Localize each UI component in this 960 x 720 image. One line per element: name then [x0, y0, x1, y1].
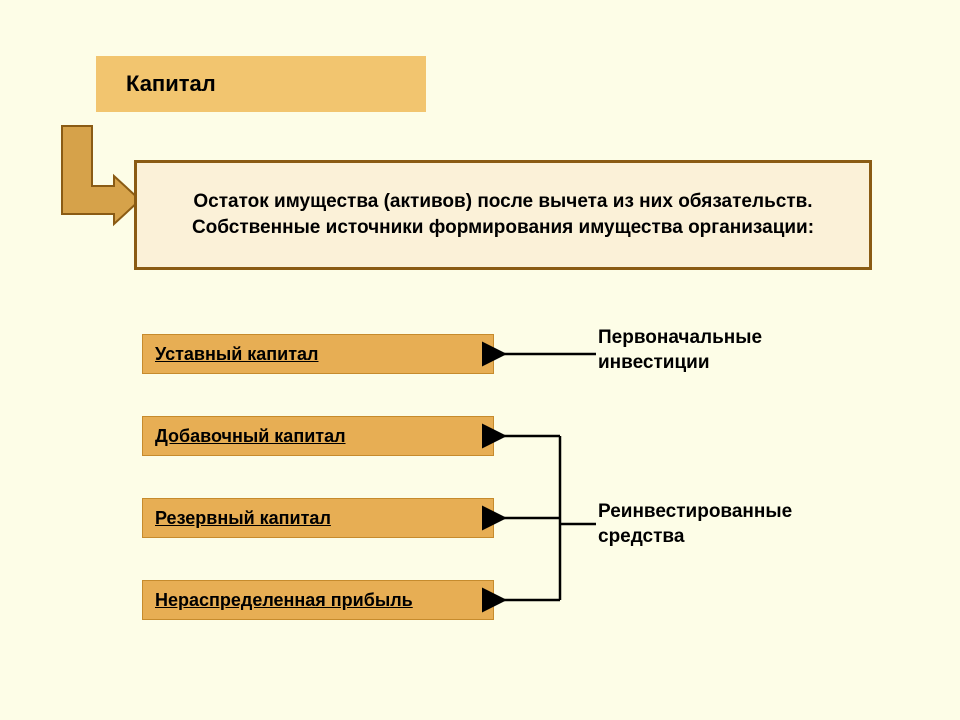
item-neraspredelennaya: Нераспределенная прибыль	[142, 580, 494, 620]
item-label: Добавочный капитал	[155, 426, 346, 447]
item-label: Резервный капитал	[155, 508, 331, 529]
item-rezervny: Резервный капитал	[142, 498, 494, 538]
title-box: Капитал	[96, 56, 426, 112]
bracket-reinvested	[494, 416, 604, 626]
item-label: Уставный капитал	[155, 344, 319, 365]
definition-line2: Собственные источники формирования имуще…	[192, 215, 814, 241]
item-ustavny: Уставный капитал	[142, 334, 494, 374]
elbow-arrow-shape	[62, 126, 140, 224]
elbow-connector	[54, 126, 144, 236]
definition-line1: Остаток имущества (активов) после вычета…	[193, 189, 812, 215]
diagram-canvas: Капитал Остаток имущества (активов) посл…	[0, 0, 960, 720]
label-reinvested-funds: Реинвестированные средства	[598, 500, 878, 549]
item-label: Нераспределенная прибыль	[155, 590, 413, 611]
label-initial-investments: Первоначальные инвестиции	[598, 326, 878, 375]
title-text: Капитал	[126, 71, 216, 97]
arrow-initial-to-ustavny	[494, 344, 604, 364]
item-dobavochny: Добавочный капитал	[142, 416, 494, 456]
definition-box: Остаток имущества (активов) после вычета…	[134, 160, 872, 270]
